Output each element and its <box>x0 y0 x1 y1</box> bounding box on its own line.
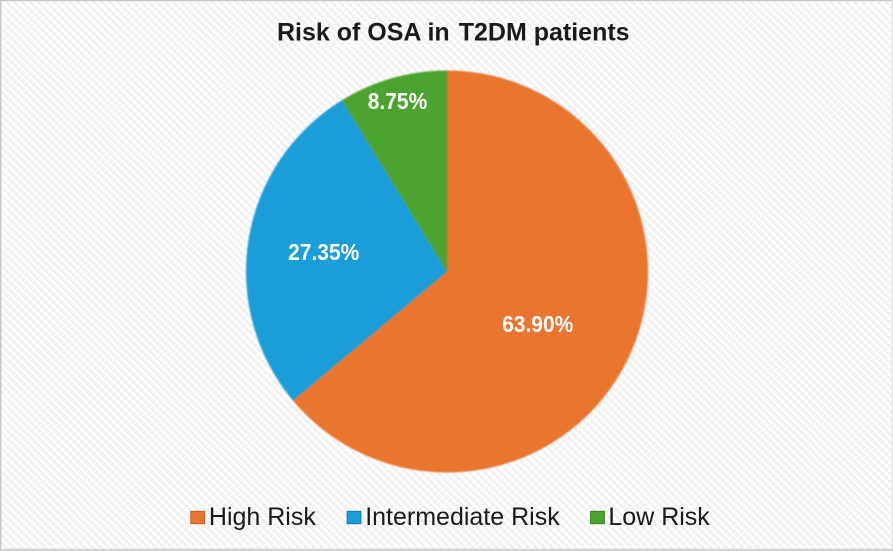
svg-text:High Risk: High Risk <box>209 503 316 531</box>
svg-text:27.35%: 27.35% <box>288 239 359 265</box>
svg-text:63.90%: 63.90% <box>502 311 573 337</box>
svg-text:8.75%: 8.75% <box>368 88 428 114</box>
svg-text:Low Risk: Low Risk <box>608 503 710 531</box>
svg-text:Risk of OSA in T2DM patients: Risk of OSA in T2DM patients <box>277 19 630 47</box>
svg-text:Intermediate Risk: Intermediate Risk <box>365 503 560 531</box>
